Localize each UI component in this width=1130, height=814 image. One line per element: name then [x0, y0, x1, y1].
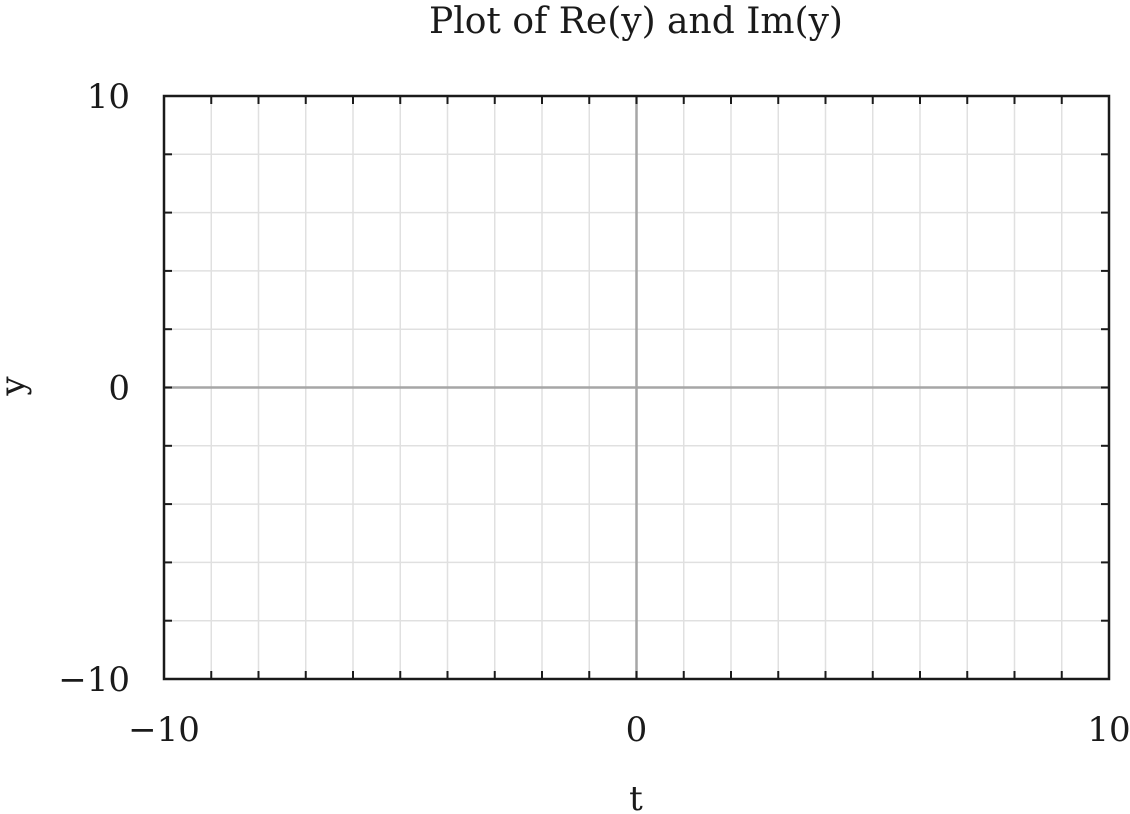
x-tick-label: 10	[1087, 710, 1130, 750]
x-tick-label: 0	[626, 710, 648, 750]
y-axis-label: y	[0, 376, 33, 397]
plot-frame	[162, 94, 1111, 681]
x-axis-label: t	[629, 779, 643, 814]
axis-ticks	[164, 96, 1109, 679]
y-tick-label: 0	[108, 369, 130, 409]
chart-title: Plot of Re(y) and Im(y)	[429, 1, 843, 42]
zero-axes	[164, 96, 1109, 679]
y-tick-label: 10	[87, 77, 130, 117]
y-tick-labels: −10 0 10	[58, 77, 130, 700]
y-tick-label: −10	[58, 660, 130, 700]
x-tick-label: −10	[128, 710, 200, 750]
x-tick-labels: −10 0 10	[128, 710, 1130, 750]
